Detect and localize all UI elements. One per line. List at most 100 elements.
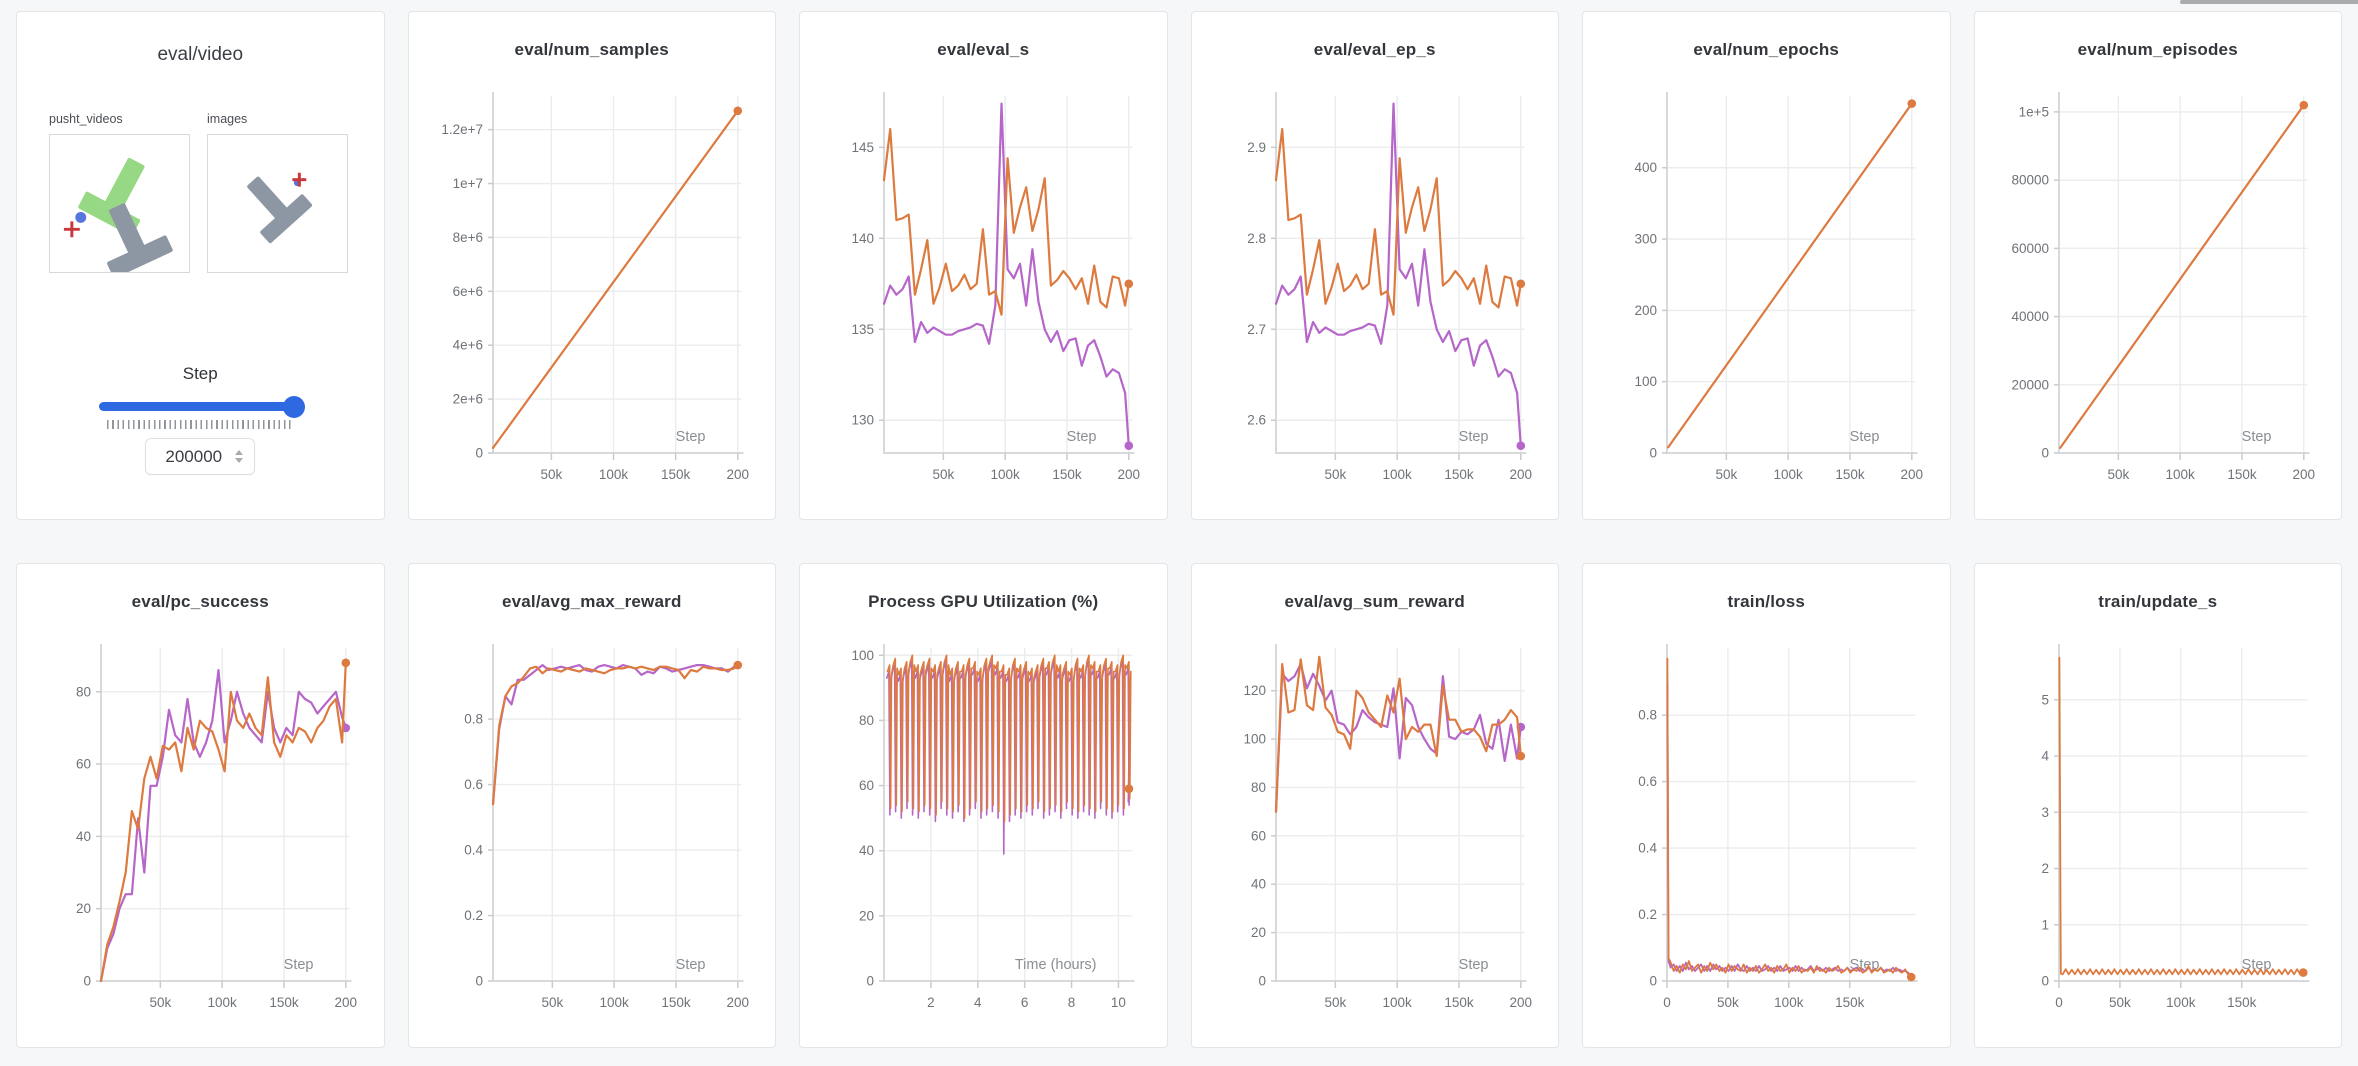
series-orange-line [491, 109, 739, 449]
eval-avg-sum-reward-chart[interactable]: 0 20 40 60 80 100 120 50k 100k 150k 200 Step [1192, 564, 1559, 1047]
x-tick-label: 150k [2227, 995, 2257, 1010]
panel-train-update-s: train/update_s 0 1 2 3 4 5 0 50k 100k 150k Step [1973, 563, 2342, 1048]
y-tick-label: 80 [76, 684, 91, 699]
horizontal-scrollbar[interactable] [2180, 0, 2358, 4]
x-tick-label: 200 [1118, 467, 1141, 482]
media-label: pusht_videos [49, 112, 123, 126]
eval-num-samples-chart[interactable]: 0 2e+6 4e+6 6e+6 8e+6 1e+7 1.2e+7 50k 100k 150k 20… [409, 12, 776, 519]
chart-title: eval/eval_s [937, 40, 1030, 59]
x-tick-label: 50k [1717, 995, 1739, 1010]
chart-title: eval/num_epochs [1693, 40, 1840, 59]
spinner-down-icon[interactable] [234, 458, 243, 463]
panel-eval-eval-ep-s: eval/eval_ep_s 2.6 2.7 2.8 2.9 50k 100k 150k 20… [1190, 11, 1559, 520]
endpoint-dot-purple [1515, 441, 1525, 451]
y-tick-label: 40000 [2011, 309, 2049, 324]
step-input[interactable] [157, 446, 230, 467]
series-orange-line [2058, 656, 2304, 976]
panel-eval-eval-s: eval/eval_s 130 135 140 145 50k 100k 150k 200 St… [799, 11, 1168, 520]
endpoint-dot-purple [1124, 441, 1134, 451]
x-tick-label: 150k [661, 467, 691, 482]
eval-pc-success-chart[interactable]: 0 20 40 60 80 50k 100k 150k 200 Step [17, 564, 384, 1047]
y-tick-label: 0.8 [1638, 708, 1657, 723]
y-tick-label: 0.6 [464, 777, 483, 792]
y-tick-label: 0.8 [464, 712, 483, 727]
eval-num-epochs-chart[interactable]: 0 100 200 300 400 50k 100k 150k 200 Step [1583, 12, 1950, 519]
x-axis-label: Step [675, 429, 705, 445]
x-tick-label: 50k [541, 995, 563, 1010]
endpoint-dot-orange [732, 106, 742, 116]
slider-thumb[interactable] [283, 396, 306, 418]
gpu-utilization-chart[interactable]: 0 20 40 60 80 100 2 4 6 8 10 Time (hours) [800, 564, 1167, 1047]
y-tick-label: 145 [851, 140, 874, 155]
y-tick-label: 300 [1634, 232, 1657, 247]
x-tick-label: 200 [335, 995, 358, 1010]
images-thumbnail[interactable] [207, 134, 348, 273]
x-axis-label: Step [1067, 429, 1097, 445]
x-tick-label: 50k [149, 995, 171, 1010]
x-tick-label: 150k [2227, 467, 2257, 482]
eval-eval-s-chart[interactable]: 130 135 140 145 50k 100k 150k 200 Step [800, 12, 1167, 519]
y-tick-label: 3 [2041, 805, 2049, 820]
series-orange-line [99, 661, 347, 983]
x-tick-label: 150k [1052, 467, 1082, 482]
x-tick-label: 200 [726, 995, 749, 1010]
y-tick-label: 20 [1250, 925, 1265, 940]
x-axis-label: Step [284, 957, 314, 973]
y-tick-label: 0 [1649, 446, 1657, 461]
endpoint-dot-orange [1906, 972, 1916, 982]
x-tick-label: 200 [2292, 467, 2315, 482]
chart-title: eval/avg_max_reward [501, 592, 682, 611]
y-tick-label: 40 [76, 829, 91, 844]
y-tick-label: 0 [866, 974, 874, 989]
eval-avg-max-reward-chart[interactable]: 0 0.2 0.4 0.6 0.8 50k 100k 150k 200 Step [409, 564, 776, 1047]
y-tick-label: 100 [1243, 732, 1266, 747]
y-tick-label: 4e+6 [452, 338, 482, 353]
media-row: pusht_videos image [49, 112, 352, 279]
series-orange-line [491, 663, 739, 806]
y-tick-label: 100 [1634, 374, 1657, 389]
endpoint-dot-orange [341, 658, 351, 668]
chart-title: eval/num_samples [514, 40, 669, 59]
spinner-up-icon[interactable] [234, 450, 243, 455]
y-tick-label: 1e+5 [2018, 104, 2048, 119]
y-tick-label: 40 [859, 843, 874, 858]
chart-title: eval/pc_success [131, 592, 269, 611]
x-tick-label: 2 [927, 995, 935, 1010]
series-orange-line [1666, 657, 1913, 978]
gray-t-shape [107, 203, 173, 279]
panel-eval-num-episodes: eval/num_episodes 0 20000 40000 60000 80000 1… [1973, 11, 2342, 520]
y-tick-label: 40 [1250, 877, 1265, 892]
slider-track[interactable] [99, 402, 302, 411]
step-slider[interactable] [99, 396, 306, 418]
series-orange-line [882, 127, 1130, 316]
x-axis-label: Step [675, 957, 705, 973]
chart-title: eval/avg_sum_reward [1284, 592, 1465, 611]
y-tick-label: 20 [859, 908, 874, 923]
panel-eval-avg-max-reward: eval/avg_max_reward 0 0.2 0.4 0.6 0.8 50k 100k… [407, 563, 776, 1048]
eval-eval-ep-s-chart[interactable]: 2.6 2.7 2.8 2.9 50k 100k 150k 200 Step [1192, 12, 1559, 519]
y-tick-label: 80 [1250, 780, 1265, 795]
eval-num-episodes-chart[interactable]: 0 20000 40000 60000 80000 1e+5 50k 100k 150k 200 S… [1975, 12, 2342, 519]
x-tick-label: 200 [1509, 467, 1532, 482]
y-tick-label: 2.6 [1247, 413, 1266, 428]
x-axis-label: Step [1458, 429, 1488, 445]
y-tick-label: 0.4 [1638, 841, 1657, 856]
step-input-spinner[interactable] [234, 450, 243, 463]
series-orange-line [886, 654, 1132, 823]
x-tick-label: 10 [1111, 995, 1126, 1010]
y-tick-label: 60 [1250, 828, 1265, 843]
goal-cross [292, 172, 307, 187]
x-tick-label: 150k [1444, 995, 1474, 1010]
chart-title: train/update_s [2098, 592, 2218, 611]
x-tick-label: 200 [726, 467, 749, 482]
x-tick-label: 100k [2165, 467, 2195, 482]
gray-t-shape [247, 176, 313, 244]
endpoint-dot-orange [1515, 279, 1525, 289]
panel-eval-num-epochs: eval/num_epochs 0 100 200 300 400 50k 100k 150k… [1582, 11, 1951, 520]
media-label: images [207, 112, 248, 126]
x-tick-label: 4 [974, 995, 982, 1010]
y-tick-label: 135 [851, 322, 874, 337]
pusht-video-thumbnail[interactable] [49, 134, 190, 279]
